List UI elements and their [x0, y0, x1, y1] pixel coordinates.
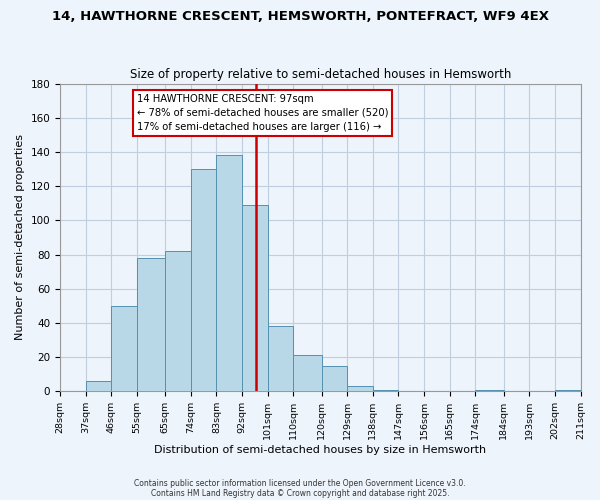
Bar — [475, 390, 504, 392]
Bar — [86, 381, 111, 392]
Bar — [165, 251, 191, 392]
Bar — [242, 205, 268, 392]
Bar — [555, 390, 581, 392]
Y-axis label: Number of semi-detached properties: Number of semi-detached properties — [15, 134, 25, 340]
Title: Size of property relative to semi-detached houses in Hemsworth: Size of property relative to semi-detach… — [130, 68, 511, 81]
Text: Contains public sector information licensed under the Open Government Licence v3: Contains public sector information licen… — [134, 478, 466, 488]
Bar — [373, 390, 398, 392]
Bar — [293, 356, 322, 392]
Bar — [111, 306, 137, 392]
Bar — [268, 326, 293, 392]
Text: 14, HAWTHORNE CRESCENT, HEMSWORTH, PONTEFRACT, WF9 4EX: 14, HAWTHORNE CRESCENT, HEMSWORTH, PONTE… — [52, 10, 548, 23]
Bar — [217, 156, 242, 392]
X-axis label: Distribution of semi-detached houses by size in Hemsworth: Distribution of semi-detached houses by … — [154, 445, 487, 455]
Bar — [347, 386, 373, 392]
Bar — [137, 258, 165, 392]
Bar — [322, 366, 347, 392]
Text: Contains HM Land Registry data © Crown copyright and database right 2025.: Contains HM Land Registry data © Crown c… — [151, 488, 449, 498]
Bar — [191, 169, 217, 392]
Text: 14 HAWTHORNE CRESCENT: 97sqm
← 78% of semi-detached houses are smaller (520)
17%: 14 HAWTHORNE CRESCENT: 97sqm ← 78% of se… — [137, 94, 388, 132]
